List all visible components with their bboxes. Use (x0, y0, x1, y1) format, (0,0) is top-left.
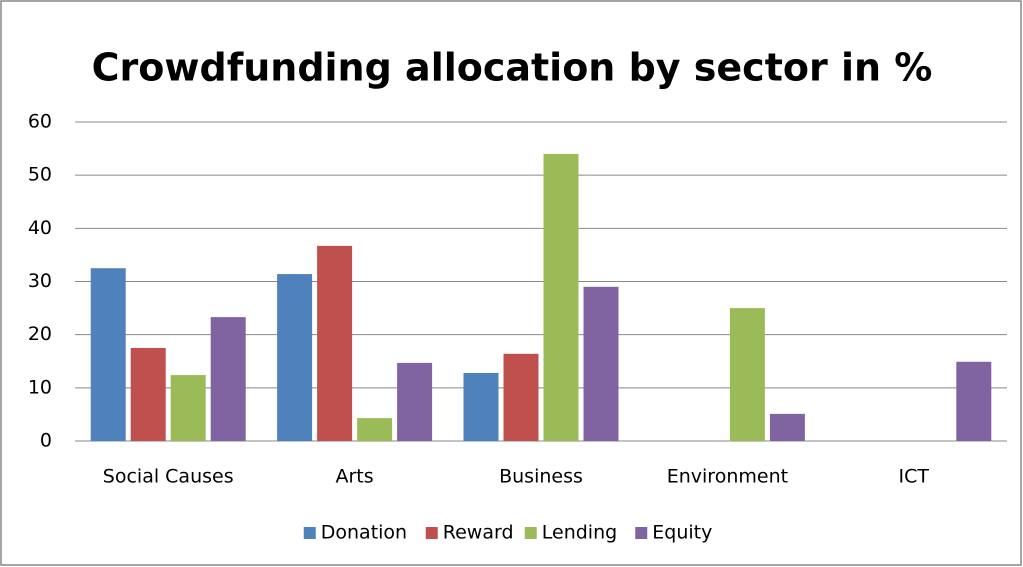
bar (317, 245, 353, 441)
x-tick-label: Arts (336, 466, 374, 488)
bar (729, 308, 765, 441)
legend-label: Donation (321, 522, 407, 544)
legend-swatch (635, 527, 648, 539)
bar (170, 375, 206, 441)
y-tick-label: 10 (28, 376, 52, 398)
y-tick-label: 50 (28, 164, 52, 186)
legend-swatch (303, 527, 316, 539)
bar (543, 153, 579, 441)
bar (503, 353, 539, 441)
y-tick-label: 20 (28, 323, 52, 345)
legend-label: Lending (542, 522, 617, 544)
y-tick-label: 0 (40, 430, 52, 452)
chart-title: Crowdfunding allocation by sector in % (92, 46, 933, 90)
bar (397, 362, 433, 441)
bar (463, 372, 499, 441)
x-tick-label: Social Causes (103, 466, 234, 488)
legend-label: Reward (443, 522, 514, 544)
x-tick-label: ICT (899, 466, 930, 488)
x-tick-label: Business (499, 466, 583, 488)
bar (583, 286, 619, 441)
bar (769, 413, 805, 441)
legend-label: Equity (652, 522, 712, 544)
legend-swatch (425, 527, 438, 539)
bar (956, 361, 992, 441)
bar (90, 268, 126, 441)
bar (277, 274, 313, 441)
x-tick-label: Environment (667, 466, 788, 488)
legend-swatch (524, 527, 537, 539)
y-tick-label: 40 (28, 217, 52, 239)
bar (210, 317, 246, 441)
y-tick-label: 30 (28, 270, 52, 292)
y-tick-label: 60 (28, 111, 52, 133)
bar (130, 347, 166, 441)
bar (357, 418, 393, 441)
